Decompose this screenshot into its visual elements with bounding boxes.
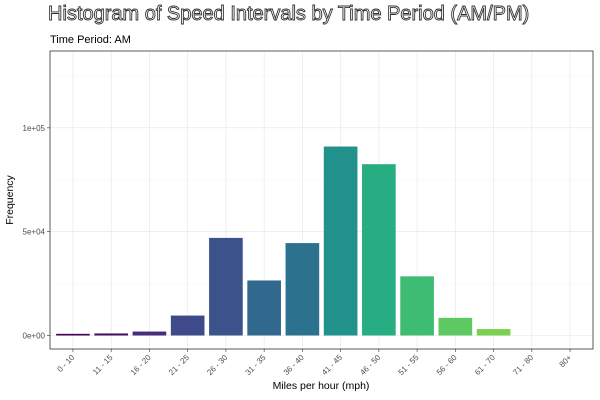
bar xyxy=(285,243,320,336)
x-tick-label: 41 - 45 xyxy=(320,353,344,377)
x-tick-label: 51 - 55 xyxy=(397,353,421,377)
chart-title: Histogram of Speed Intervals by Time Per… xyxy=(48,3,529,25)
y-tick-label: 0e+00 xyxy=(23,332,46,341)
grid-lines xyxy=(50,51,593,349)
bar xyxy=(170,315,205,336)
x-axis-title: Miles per hour (mph) xyxy=(273,380,370,392)
bar xyxy=(94,333,129,336)
x-tick-label: 21 - 25 xyxy=(167,353,191,377)
y-axis-ticks: 0e+00 5e+04 1e+05 xyxy=(23,124,50,341)
x-tick-label: 26 - 30 xyxy=(205,353,229,377)
plot-panel-border xyxy=(49,50,594,350)
bar xyxy=(247,280,281,336)
x-tick-label: 71 - 80 xyxy=(511,353,535,377)
bar xyxy=(438,317,473,336)
x-tick-label: 46 - 50 xyxy=(358,353,382,377)
x-tick-label: 56 - 60 xyxy=(435,353,459,377)
x-tick-label: 80+ xyxy=(558,353,574,369)
bar xyxy=(476,329,511,336)
x-tick-label: 36 - 40 xyxy=(282,353,306,377)
x-tick-label: 31 - 35 xyxy=(244,353,268,377)
bar xyxy=(400,276,434,336)
bar xyxy=(209,237,243,336)
chart-subtitle: Time Period: AM xyxy=(50,34,131,46)
bar xyxy=(362,164,396,336)
x-tick-label: 11 - 15 xyxy=(91,353,115,377)
y-axis-title: Frequency xyxy=(4,174,16,224)
x-tick-label: 16 - 20 xyxy=(129,353,153,377)
x-tick-label: 61 - 70 xyxy=(473,353,497,377)
bar xyxy=(56,333,90,336)
bar xyxy=(132,331,167,336)
x-axis-ticks: 0 - 10 11 - 15 16 - 20 21 - 25 26 - 30 31 - 3… xyxy=(56,349,574,377)
bars xyxy=(56,146,511,336)
bar xyxy=(323,146,358,336)
y-tick-label: 1e+05 xyxy=(23,124,46,133)
y-tick-label: 5e+04 xyxy=(23,228,46,237)
x-tick-label: 0 - 10 xyxy=(56,353,77,374)
